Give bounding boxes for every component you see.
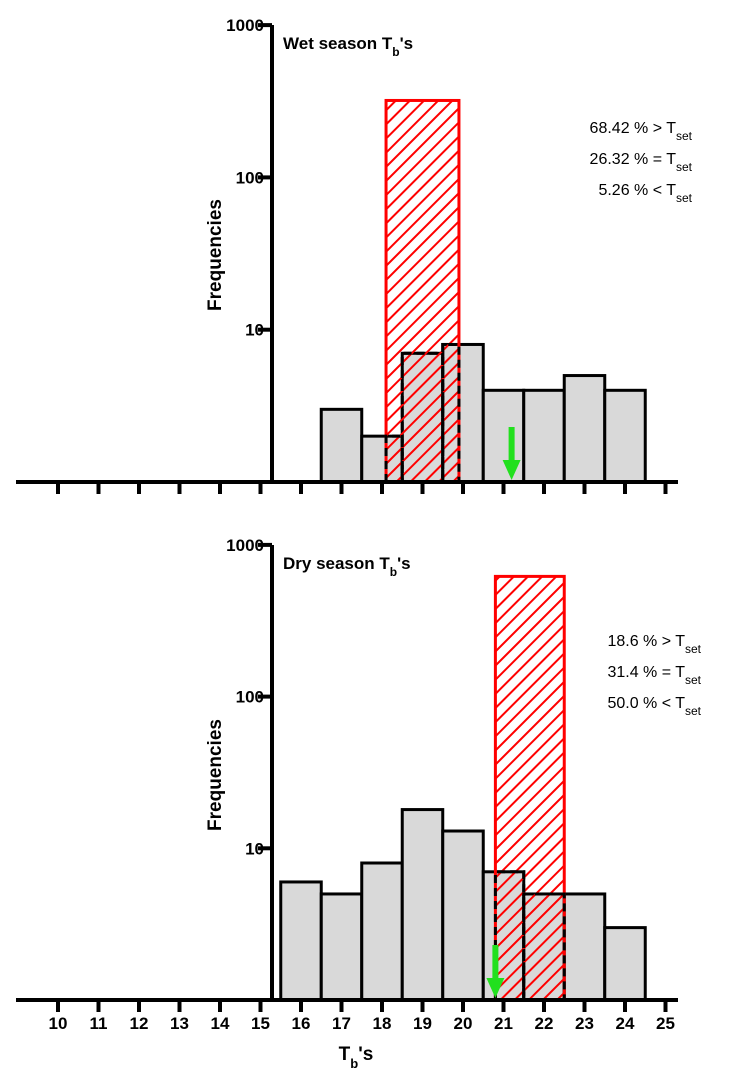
dry-season-annotations: 18.6 % > Tset 31.4 % = Tset 50.0 % < Tse… bbox=[607, 633, 701, 718]
bar-20-overlap-outline bbox=[441, 342, 461, 482]
bar-24 bbox=[603, 388, 647, 484]
x-tick-label-15: 15 bbox=[251, 1014, 270, 1033]
x-tick-label-24: 24 bbox=[616, 1014, 635, 1033]
x-tick-label-19: 19 bbox=[413, 1014, 432, 1033]
dry-season-title: Dry season Tb's bbox=[283, 554, 411, 579]
bar-17 bbox=[319, 892, 364, 1002]
wet-season-bars bbox=[319, 342, 647, 484]
y-tick-label-100: 100 bbox=[236, 168, 264, 187]
dry-season-axes: 10 100 1000 bbox=[16, 536, 678, 1012]
x-tick-label-21: 21 bbox=[494, 1014, 513, 1033]
dry-season-bars bbox=[279, 808, 647, 1002]
dry-season-tset-band bbox=[493, 574, 566, 1002]
wet-season-tset-band bbox=[384, 98, 461, 484]
bar-20 bbox=[441, 829, 485, 1002]
y-tick-label-1000: 1000 bbox=[226, 16, 264, 35]
bar-22 bbox=[522, 388, 566, 484]
dry-annotation-equal: 31.4 % = Tset bbox=[607, 664, 701, 687]
bar-23 bbox=[562, 374, 607, 484]
x-tick-label-17: 17 bbox=[332, 1014, 351, 1033]
x-tick-label-23: 23 bbox=[575, 1014, 594, 1033]
dry-season-panel: 10 100 1000 Dry season Tb's Frequencies 18… bbox=[16, 536, 702, 1012]
wet-season-ylabel: Frequencies bbox=[205, 199, 226, 311]
dry-season-arrow-icon bbox=[486, 945, 505, 998]
x-tick-label-22: 22 bbox=[535, 1014, 554, 1033]
bar-19 bbox=[400, 808, 445, 1002]
x-tick-label-10: 10 bbox=[49, 1014, 68, 1033]
x-axis-label: Tb's bbox=[339, 1044, 374, 1071]
x-tick-label-18: 18 bbox=[373, 1014, 392, 1033]
bar-16 bbox=[279, 880, 323, 1002]
down-arrow-icon bbox=[486, 945, 505, 998]
bar-17 bbox=[319, 407, 364, 484]
x-tick-label-11: 11 bbox=[90, 1014, 108, 1033]
y-tick-label-10: 10 bbox=[245, 321, 264, 340]
dry-season-overlap-outlines bbox=[493, 870, 566, 1000]
bar-18-overlap-outline bbox=[384, 434, 404, 482]
wet-annotation-below: 5.26 % < Tset bbox=[598, 182, 692, 205]
wet-season-title: Wet season Tb's bbox=[283, 34, 413, 59]
bar-19-overlap-outline bbox=[400, 351, 445, 482]
wet-season-overlap-outlines bbox=[384, 342, 461, 482]
bar-21 bbox=[481, 388, 526, 484]
x-tick-label-20: 20 bbox=[454, 1014, 473, 1033]
dry-annotation-below: 50.0 % < Tset bbox=[607, 695, 701, 718]
x-tick-label-12: 12 bbox=[130, 1014, 149, 1033]
y-tick-label-1000: 1000 bbox=[226, 536, 264, 555]
bar-18 bbox=[360, 861, 404, 1002]
wet-season-annotations: 68.42 % > Tset 26.32 % = Tset 5.26 % < T… bbox=[590, 120, 693, 205]
bar-24 bbox=[603, 926, 647, 1002]
x-tick-label-14: 14 bbox=[211, 1014, 230, 1033]
wet-season-axes: 10 100 1000 bbox=[16, 16, 678, 494]
x-tick-label-13: 13 bbox=[170, 1014, 189, 1033]
wet-annotation-equal: 26.32 % = Tset bbox=[590, 151, 693, 174]
x-tick-label-16: 16 bbox=[292, 1014, 311, 1033]
wet-season-panel: 10 100 1000 Wet season Tb's Frequencies 68… bbox=[16, 16, 693, 494]
wet-season-arrow-icon bbox=[502, 427, 521, 480]
down-arrow-icon bbox=[502, 427, 521, 480]
dry-annotation-above: 18.6 % > Tset bbox=[607, 633, 701, 656]
y-tick-label-100: 100 bbox=[236, 688, 264, 707]
x-tick-label-25: 25 bbox=[656, 1014, 675, 1033]
bar-22-overlap-outline bbox=[522, 892, 566, 1000]
dry-season-ylabel: Frequencies bbox=[205, 719, 226, 831]
y-tick-label-10: 10 bbox=[245, 839, 264, 858]
bar-23 bbox=[562, 892, 607, 1002]
wet-annotation-above: 68.42 % > Tset bbox=[590, 120, 693, 143]
x-tick-labels: 10 11 12 13 14 15 16 17 18 19 20 21 22 23 24 25 bbox=[49, 1014, 675, 1033]
